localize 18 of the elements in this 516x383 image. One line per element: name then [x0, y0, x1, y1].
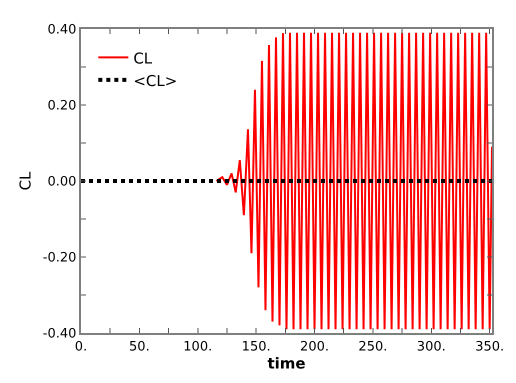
y-tick-label: -0.40 — [42, 326, 76, 342]
x-tick-label: 300. — [416, 340, 446, 355]
x-axis-title: time — [267, 354, 306, 373]
y-tick-label: 0.20 — [47, 98, 76, 114]
y-tick-label: 0.00 — [47, 174, 76, 190]
line-series — [215, 32, 492, 330]
x-tick-label: 200. — [300, 340, 329, 355]
x-tick-label: 150. — [242, 340, 271, 355]
y-axis-title: CL — [16, 170, 35, 190]
y-tick-label: -0.20 — [42, 250, 76, 266]
x-tick-label: 50. — [129, 340, 150, 355]
legend-label: <CL> — [133, 72, 178, 90]
y-tick-label: 0.40 — [47, 22, 76, 38]
x-tick-label: 0. — [74, 340, 88, 355]
legend-label: CL — [133, 49, 153, 68]
x-tick-label: 350. — [475, 340, 504, 355]
x-tick-label: 100. — [183, 340, 212, 355]
x-tick-label: 250. — [358, 340, 388, 355]
